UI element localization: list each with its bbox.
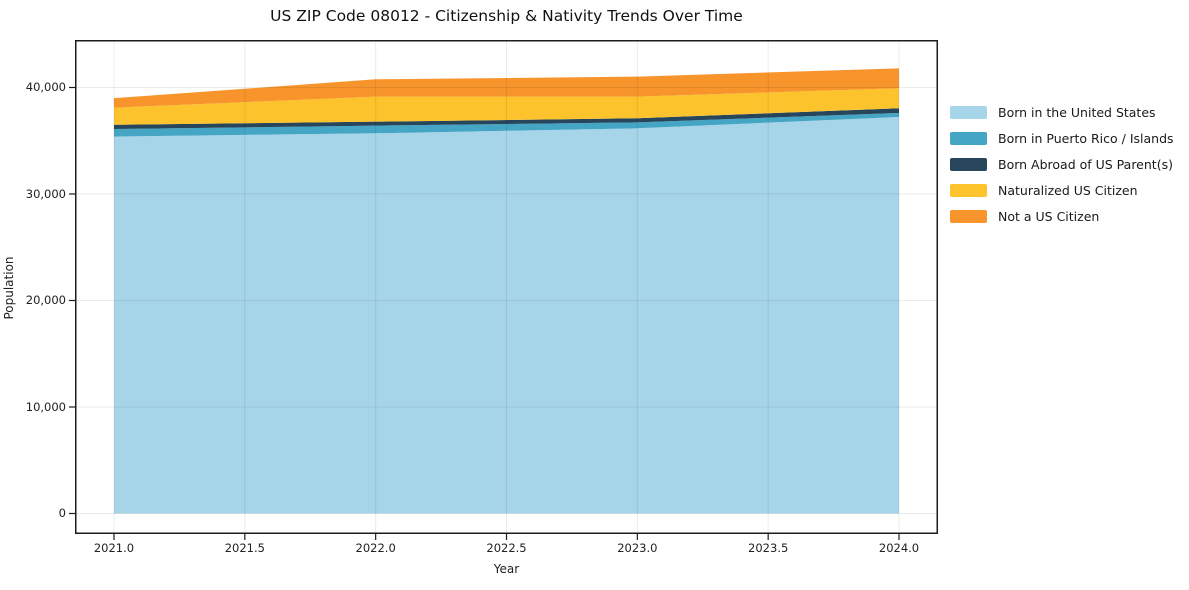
x-tick-label: 2024.0 (878, 541, 920, 555)
legend-item-born-in-the-united-states: Born in the United States (950, 99, 1174, 125)
x-tick-label: 2021.0 (93, 541, 135, 555)
y-axis-label: Population (2, 256, 16, 320)
x-tick-label: 2023.0 (617, 541, 658, 555)
chart-title: US ZIP Code 08012 - Citizenship & Nativi… (270, 7, 743, 25)
legend-item-not-a-us-citizen: Not a US Citizen (950, 203, 1174, 229)
y-tick-label: 40,000 (25, 80, 66, 95)
legend-swatch-icon (950, 157, 987, 171)
x-tick-label: 2023.5 (748, 541, 789, 555)
area-naturalized-us-citizen (113, 88, 900, 125)
legend-swatch-icon (950, 209, 987, 223)
y-tick-label: 20,000 (25, 293, 66, 308)
area-born-abroad-of-us-parent-s (113, 108, 900, 130)
x-tick-label: 2021.5 (224, 541, 265, 555)
x-axis-label: Year (493, 562, 520, 576)
legend-label: Naturalized US Citizen (998, 182, 1138, 198)
plot-wrap (69, 40, 938, 540)
y-tick-label: 30,000 (25, 186, 66, 201)
legend-item-naturalized-us-citizen: Naturalized US Citizen (950, 177, 1174, 203)
legend-label: Born in the United States (998, 104, 1156, 120)
legend-item-born-abroad-of-us-parent-s: Born Abroad of US Parent(s) (950, 151, 1174, 177)
legend-item-born-in-puerto-rico-islands: Born in Puerto Rico / Islands (950, 125, 1174, 151)
legend-label: Not a US Citizen (998, 208, 1100, 224)
legend-swatch-icon (950, 131, 987, 145)
plot-frame (75, 40, 938, 534)
x-tick-label: 2022.5 (486, 541, 527, 555)
y-tick-label: 0 (58, 506, 66, 521)
legend-label: Born Abroad of US Parent(s) (998, 156, 1173, 172)
legend-swatch-icon (950, 105, 987, 119)
x-tick-label: 2022.0 (355, 541, 396, 555)
legend: Born in the United States Born in Puerto … (950, 99, 1174, 229)
legend-label: Born in Puerto Rico / Islands (998, 130, 1174, 146)
y-tick-label: 10,000 (25, 399, 66, 414)
area-born-in-the-united-states (113, 116, 900, 514)
legend-swatch-icon (950, 183, 987, 197)
plot-area (69, 40, 938, 540)
area-born-in-puerto-rico-islands (113, 112, 900, 137)
area-not-a-us-citizen (113, 68, 900, 108)
